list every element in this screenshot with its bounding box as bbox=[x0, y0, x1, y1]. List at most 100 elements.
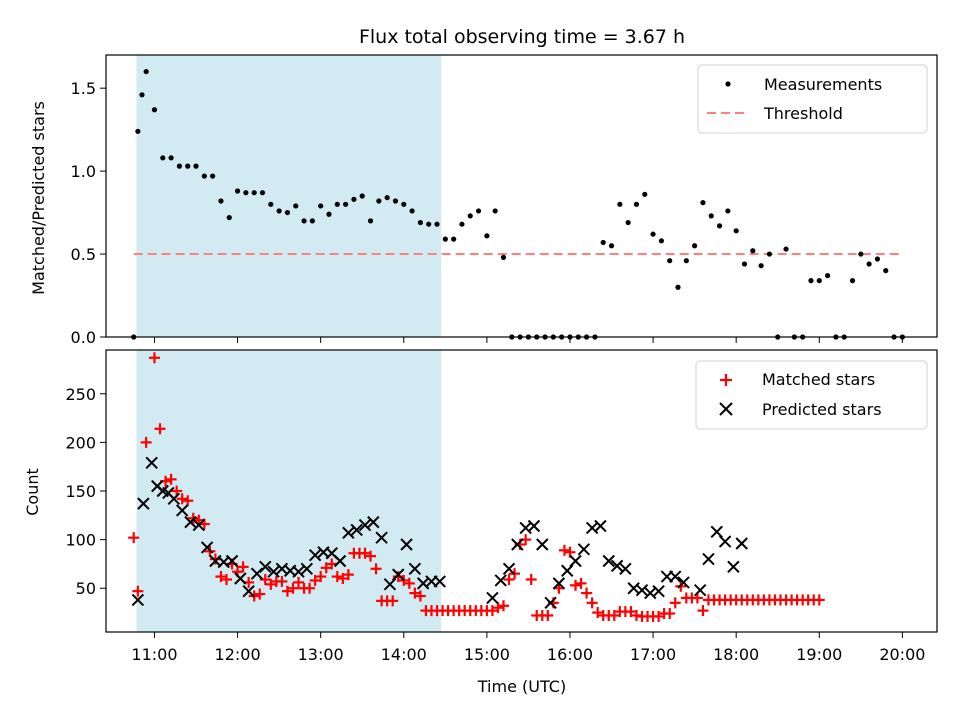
measurement-point bbox=[151, 107, 158, 113]
measurement-point bbox=[650, 231, 656, 237]
measurement-point bbox=[692, 243, 698, 249]
matched-star-point bbox=[542, 609, 554, 621]
predicted-star-point bbox=[527, 519, 541, 533]
legend-predicted-marker bbox=[719, 402, 733, 416]
predicted-star-point bbox=[727, 560, 740, 574]
matched-star-point bbox=[697, 605, 709, 617]
measurement-point bbox=[667, 258, 673, 264]
measurement-point bbox=[475, 208, 482, 214]
measurement-point bbox=[168, 155, 174, 161]
predicted-star-point bbox=[718, 535, 732, 548]
matched-star-point bbox=[359, 547, 371, 559]
x-tick-label: 14:00 bbox=[381, 645, 427, 664]
measurement-point bbox=[185, 163, 191, 169]
matched-star-point bbox=[625, 606, 637, 618]
predicted-star-point bbox=[669, 570, 682, 583]
predicted-star-point bbox=[300, 562, 314, 576]
measurement-point bbox=[193, 163, 199, 169]
measurement-point bbox=[376, 198, 382, 204]
measurement-point bbox=[293, 203, 299, 209]
predicted-star-point bbox=[308, 548, 322, 562]
predicted-star-point bbox=[145, 456, 158, 470]
measurement-point bbox=[617, 201, 623, 207]
predicted-star-point bbox=[693, 583, 707, 597]
predicted-star-point bbox=[619, 562, 632, 576]
matched-star-point bbox=[326, 558, 338, 570]
matched-star-point bbox=[320, 562, 332, 574]
measurement-point bbox=[725, 208, 731, 214]
measurement-point bbox=[176, 163, 183, 169]
matched-star-point bbox=[254, 588, 266, 600]
matched-star-point bbox=[287, 582, 299, 594]
measurement-point bbox=[210, 173, 216, 179]
x-axis-label: Time (UTC) bbox=[477, 677, 566, 696]
measurement-point bbox=[633, 201, 640, 207]
measurement-point bbox=[858, 251, 864, 257]
y-tick-label: 150 bbox=[65, 482, 96, 501]
predicted-star-point bbox=[511, 538, 524, 551]
matched-star-point bbox=[586, 597, 598, 609]
top-legend: Measurements Threshold bbox=[697, 64, 928, 134]
measurement-point bbox=[359, 193, 365, 199]
predicted-star-point bbox=[536, 538, 549, 551]
matched-star-point bbox=[370, 563, 382, 575]
predicted-star-point bbox=[259, 560, 272, 574]
predicted-star-point bbox=[131, 593, 145, 607]
predicted-star-point bbox=[267, 565, 280, 578]
measurement-point bbox=[139, 92, 145, 98]
matched-star-point bbox=[148, 352, 160, 364]
x-tick-label: 17:00 bbox=[630, 645, 676, 664]
matched-star-point bbox=[276, 575, 288, 587]
bottom-x-ticks: 11:00 12:00 13:00 14:00 15:00 16:00 17:00 18:00… bbox=[131, 632, 925, 664]
matched-star-point bbox=[176, 493, 188, 505]
predicted-star-point bbox=[225, 554, 239, 568]
measurement-point bbox=[459, 221, 465, 227]
matched-star-point bbox=[281, 585, 293, 597]
matched-star-point bbox=[653, 610, 665, 622]
legend-measurements-label: Measurements bbox=[764, 75, 882, 94]
matched-star-point bbox=[140, 436, 152, 448]
measurement-point bbox=[259, 190, 266, 196]
matched-star-point bbox=[608, 609, 620, 621]
predicted-star-point bbox=[242, 584, 255, 598]
bottom-panel: 50 100 150 200 250 11:00 12:00 13:00 14:00 15:00… bbox=[23, 349, 938, 696]
measurement-point bbox=[135, 128, 141, 134]
measurement-point bbox=[866, 261, 872, 267]
predicted-star-point bbox=[333, 554, 347, 568]
measurement-point bbox=[783, 246, 789, 252]
matched-star-point bbox=[304, 582, 316, 594]
measurement-point bbox=[309, 218, 315, 224]
matched-star-point bbox=[209, 553, 221, 565]
predicted-star-point bbox=[292, 565, 305, 578]
measurement-point bbox=[642, 191, 648, 197]
predicted-star-point bbox=[375, 531, 388, 544]
matched-star-point bbox=[132, 585, 144, 597]
measurement-point bbox=[301, 218, 307, 224]
x-tick-label: 16:00 bbox=[547, 645, 593, 664]
measurement-point bbox=[251, 190, 257, 196]
predicted-star-point bbox=[544, 596, 557, 610]
measurement-point bbox=[467, 213, 473, 219]
predicted-star-point bbox=[175, 504, 189, 517]
predicted-star-point bbox=[577, 543, 591, 556]
predicted-star-point bbox=[702, 552, 715, 566]
measurement-point bbox=[218, 198, 224, 204]
matched-star-point bbox=[265, 578, 277, 590]
measurement-point bbox=[326, 211, 332, 217]
matched-star-point bbox=[154, 423, 166, 435]
matched-star-point bbox=[237, 561, 249, 573]
measurement-point bbox=[683, 258, 689, 264]
predicted-star-point bbox=[184, 515, 197, 529]
matched-star-point bbox=[575, 577, 587, 589]
x-tick-label: 11:00 bbox=[131, 645, 177, 664]
matched-star-point bbox=[486, 605, 498, 617]
bottom-y-axis-label: Count bbox=[23, 468, 42, 516]
legend-matched-label: Matched stars bbox=[762, 370, 875, 389]
legend-measurements-marker bbox=[725, 81, 731, 87]
matched-star-point bbox=[503, 573, 515, 585]
predicted-star-point bbox=[433, 575, 446, 588]
predicted-star-point bbox=[502, 562, 516, 576]
matched-star-point bbox=[337, 573, 349, 585]
matched-star-point bbox=[342, 569, 354, 581]
top-y-axis-label: Matched/Predicted stars bbox=[29, 101, 48, 295]
